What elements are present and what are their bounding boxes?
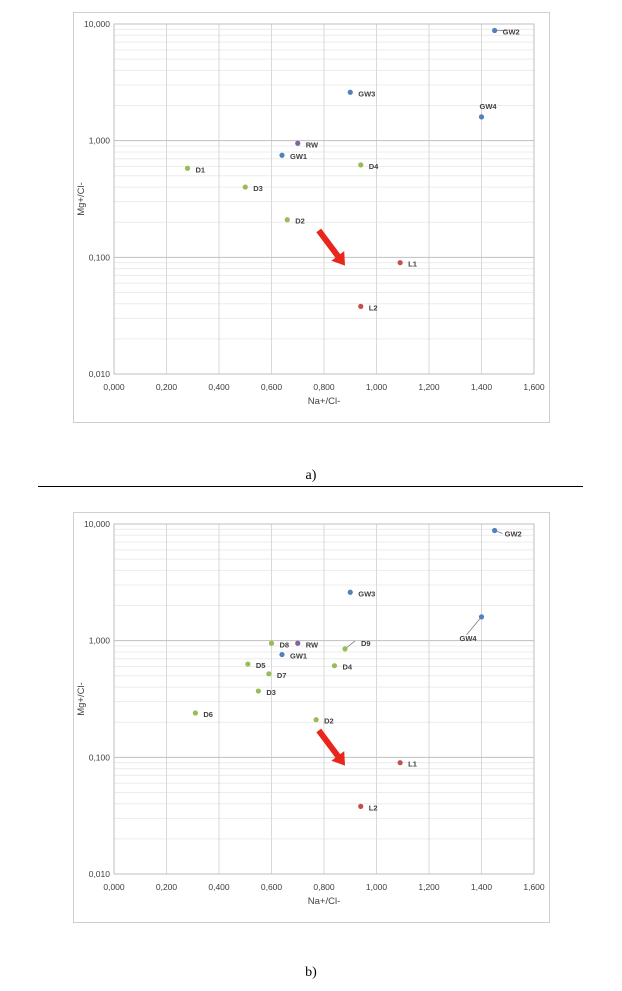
data-label: GW2 xyxy=(503,27,520,36)
x-tick-label: 0,000 xyxy=(103,882,125,892)
data-point xyxy=(358,162,364,168)
data-point xyxy=(266,671,272,677)
data-point xyxy=(342,646,348,652)
data-point xyxy=(313,717,319,723)
separator-line xyxy=(38,486,583,487)
data-label: L1 xyxy=(408,760,417,769)
data-point xyxy=(295,140,301,146)
data-label: L1 xyxy=(408,260,417,269)
x-tick-label: 1,400 xyxy=(471,382,493,392)
data-point xyxy=(478,114,485,120)
data-point xyxy=(242,184,248,190)
x-tick-label: 1,600 xyxy=(523,382,545,392)
y-tick-label: 10,000 xyxy=(84,19,110,29)
x-tick-label: 1,600 xyxy=(523,882,545,892)
data-point xyxy=(279,651,285,658)
x-tick-label: 0,600 xyxy=(261,882,283,892)
data-label: D8 xyxy=(280,640,290,649)
data-point xyxy=(347,89,353,95)
y-tick-label: 0,010 xyxy=(89,369,111,379)
arrow-head-icon xyxy=(331,751,345,766)
x-tick-label: 0,200 xyxy=(156,882,178,892)
data-label: D6 xyxy=(203,710,213,719)
x-tick-label: 0,200 xyxy=(156,382,178,392)
data-point xyxy=(184,165,191,171)
x-tick-label: 1,400 xyxy=(471,882,493,892)
data-point xyxy=(358,803,364,809)
x-tick-label: 0,800 xyxy=(313,882,335,892)
data-label: D1 xyxy=(196,165,206,174)
x-tick-label: 0,800 xyxy=(313,382,335,392)
data-label: L2 xyxy=(369,303,378,312)
data-label: D3 xyxy=(266,688,276,697)
data-label: GW3 xyxy=(358,89,375,98)
y-axis-label: Mg+/Cl- xyxy=(76,182,87,216)
data-point xyxy=(347,589,353,595)
leader-line xyxy=(466,616,482,636)
data-point xyxy=(492,527,498,534)
data-label: GW3 xyxy=(358,589,375,598)
data-point xyxy=(397,260,403,266)
data-point xyxy=(478,614,485,620)
data-point xyxy=(492,27,498,34)
chart-a: 0,000 0,200 0,400 0,600 0,800 1,000 1,200 1,400… xyxy=(73,12,550,423)
x-tick-label: 0,000 xyxy=(103,382,125,392)
data-label: D9 xyxy=(361,639,371,648)
arrow-shaft xyxy=(316,228,343,261)
data-label: RW xyxy=(306,140,319,149)
y-tick-label: 0,100 xyxy=(89,752,111,762)
data-label: GW2 xyxy=(505,529,522,538)
data-label: D7 xyxy=(277,671,287,680)
data-label: D3 xyxy=(253,184,263,193)
data-label: D2 xyxy=(324,717,334,726)
y-tick-label: 10,000 xyxy=(84,519,110,529)
data-point xyxy=(279,152,285,158)
y-tick-label: 0,100 xyxy=(89,252,111,262)
data-point xyxy=(397,760,403,766)
plot-frame xyxy=(113,523,535,875)
y-tick-label: 0,010 xyxy=(89,869,111,879)
chart-b: 0,000 0,200 0,400 0,600 0,800 1,000 1,200 1,400… xyxy=(73,512,550,923)
x-tick-label: 1,200 xyxy=(418,382,440,392)
data-point xyxy=(295,640,301,646)
chart-b-plot: 0,000 0,200 0,400 0,600 0,800 1,000 1,200 1,400… xyxy=(76,519,545,907)
data-label: GW4 xyxy=(480,102,498,111)
data-label: D4 xyxy=(343,663,353,672)
caption-b: b) xyxy=(305,965,317,980)
data-label: D2 xyxy=(295,217,305,226)
x-tick-label: 1,000 xyxy=(366,882,388,892)
data-label: GW1 xyxy=(290,152,307,161)
data-label: D5 xyxy=(256,661,266,670)
data-label: L2 xyxy=(369,803,378,812)
data-label: RW xyxy=(306,640,319,649)
data-label: D4 xyxy=(369,162,379,171)
y-tick-label: 1,000 xyxy=(89,136,111,146)
x-tick-label: 1,200 xyxy=(418,882,440,892)
x-axis-label: Na+/Cl- xyxy=(308,396,340,407)
y-axis-label: Mg+/Cl- xyxy=(76,682,87,716)
caption-a: a) xyxy=(305,468,317,483)
data-label: GW4 xyxy=(460,634,478,643)
data-point xyxy=(255,688,261,694)
data-point xyxy=(192,710,198,716)
x-tick-label: 1,000 xyxy=(366,382,388,392)
x-tick-label: 0,600 xyxy=(261,382,283,392)
x-axis-label: Na+/Cl- xyxy=(308,896,340,907)
data-point xyxy=(284,217,290,223)
data-point xyxy=(245,661,251,667)
y-tick-label: 1,000 xyxy=(89,636,111,646)
arrow-shaft xyxy=(316,728,343,761)
arrow-head-icon xyxy=(331,251,345,266)
data-point xyxy=(268,640,275,646)
x-tick-label: 0,400 xyxy=(208,882,230,892)
chart-a-plot: 0,000 0,200 0,400 0,600 0,800 1,000 1,200 1,400… xyxy=(76,19,545,407)
data-point xyxy=(331,663,338,669)
x-tick-label: 0,400 xyxy=(208,382,230,392)
plot-frame xyxy=(113,23,535,375)
data-label: GW1 xyxy=(290,652,307,661)
data-point xyxy=(358,303,364,309)
